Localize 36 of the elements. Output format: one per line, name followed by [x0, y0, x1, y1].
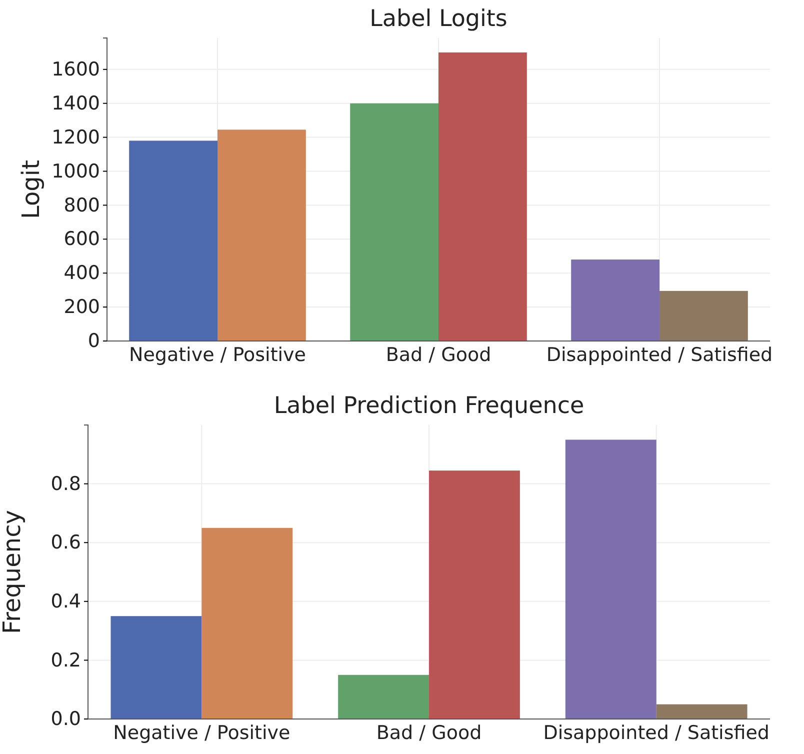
- chart-title: Label Prediction Frequence: [274, 393, 584, 419]
- y-tick-label: 1000: [52, 160, 100, 182]
- bar: [202, 528, 293, 719]
- bar: [571, 260, 660, 341]
- bar: [110, 616, 202, 719]
- y-tick-label: 0.0: [50, 708, 81, 730]
- y-tick-label: 1400: [52, 92, 100, 114]
- bar: [350, 103, 438, 341]
- x-tick-label: Bad / Good: [386, 344, 492, 366]
- bar: [218, 130, 306, 341]
- y-tick-label: 800: [64, 194, 100, 216]
- bar: [129, 140, 218, 341]
- bar: [429, 470, 520, 719]
- bar: [338, 674, 429, 719]
- x-tick-label: Bad / Good: [376, 722, 482, 744]
- y-tick-label: 0.8: [50, 472, 81, 495]
- y-tick-label: 0: [88, 330, 100, 352]
- y-tick-label: 1600: [52, 58, 100, 80]
- y-tick-label: 400: [64, 262, 100, 284]
- y-axis-title: Logit: [17, 160, 45, 219]
- x-tick-label: Disappointed / Satisfied: [543, 722, 770, 744]
- bar: [565, 440, 656, 719]
- y-tick-label: 200: [64, 296, 100, 318]
- x-tick-label: Negative / Positive: [129, 344, 306, 366]
- y-tick-label: 0.2: [50, 649, 81, 672]
- y-axis-title: Frequency: [0, 510, 26, 634]
- y-tick-label: 0.4: [50, 590, 81, 612]
- y-tick-label: 0.6: [50, 532, 81, 554]
- bar: [660, 290, 748, 341]
- chart-title: Label Logits: [370, 6, 508, 32]
- bar: [656, 704, 748, 719]
- x-tick-label: Negative / Positive: [113, 722, 290, 744]
- x-tick-label: Disappointed / Satisfied: [546, 344, 773, 366]
- y-tick-label: 600: [64, 228, 100, 250]
- y-tick-label: 1200: [52, 126, 100, 148]
- bar: [438, 52, 527, 341]
